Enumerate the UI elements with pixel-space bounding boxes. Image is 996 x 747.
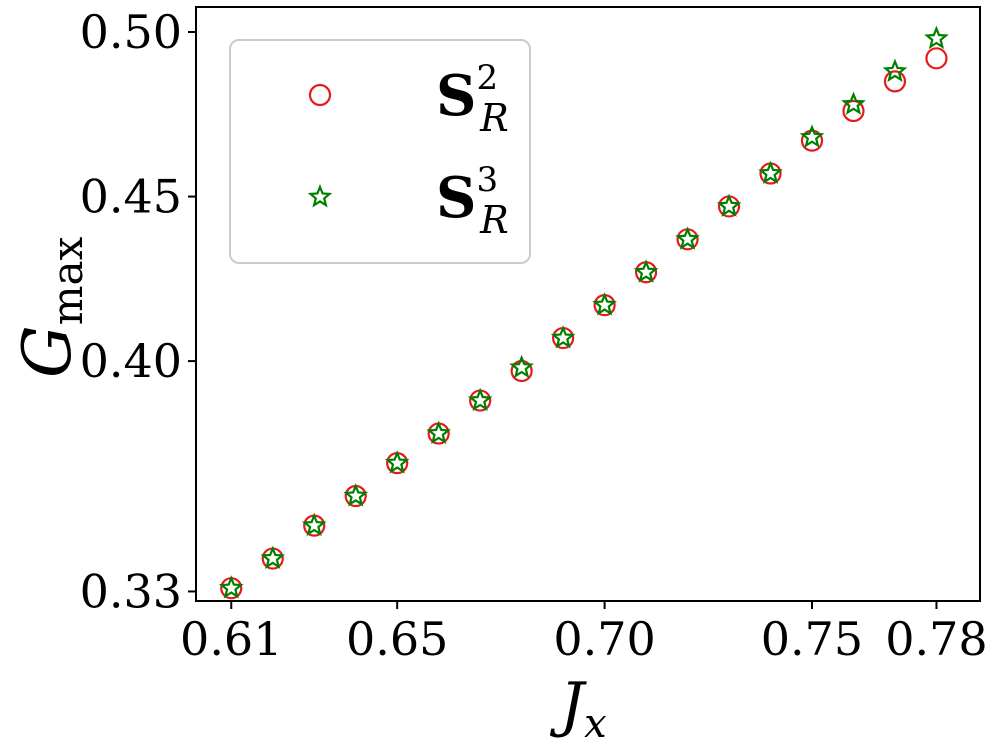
series-2 — [218, 25, 949, 599]
legend-box — [229, 39, 531, 264]
data-point — [343, 483, 369, 507]
legend-marker — [308, 83, 332, 107]
legend-marker — [307, 184, 333, 208]
data-point — [841, 91, 866, 115]
y-tick-label: 0.50 — [80, 5, 182, 59]
data-point — [509, 354, 534, 379]
data-point — [218, 575, 244, 599]
plot-layer — [218, 25, 949, 600]
legend-entry-2: S3 R — [307, 160, 509, 242]
legend-label: S2 R — [436, 58, 509, 140]
axes-layer: 0.61 0.65 0.70 0.75 0.78 0.33 0.40 0.45 0.50 — [80, 5, 988, 666]
data-point — [883, 70, 907, 93]
data-point — [592, 292, 617, 316]
data-point — [510, 359, 533, 383]
legend: S2 RS3 R — [229, 39, 531, 264]
y-tick-label: 0.40 — [80, 334, 182, 388]
data-point — [384, 450, 410, 474]
data-point — [633, 259, 659, 283]
data-point — [925, 47, 948, 70]
data-point — [675, 226, 700, 250]
x-tick-label: 0.61 — [180, 612, 282, 666]
data-point — [882, 58, 908, 82]
data-point — [716, 193, 742, 217]
plot-frame — [195, 6, 981, 602]
data-point — [301, 512, 327, 537]
legend-entry-1: S2 R — [308, 58, 509, 140]
x-tick-label: 0.65 — [346, 612, 448, 666]
data-point — [467, 387, 493, 412]
data-point — [800, 129, 824, 152]
x-tick-label: 0.70 — [553, 612, 655, 666]
data-point — [260, 545, 286, 570]
data-point — [924, 25, 949, 50]
y-tick-label: 0.33 — [80, 564, 182, 618]
y-tick-label: 0.45 — [80, 170, 182, 224]
data-point — [758, 160, 783, 184]
data-point — [426, 420, 451, 444]
x-tick-label: 0.75 — [761, 612, 863, 666]
data-point — [799, 124, 825, 148]
data-point — [550, 325, 576, 349]
data-point — [842, 99, 865, 123]
x-tick-label: 0.78 — [885, 612, 987, 666]
y-axis-label: Gmax — [9, 236, 92, 378]
legend-label: S3 R — [436, 160, 509, 242]
